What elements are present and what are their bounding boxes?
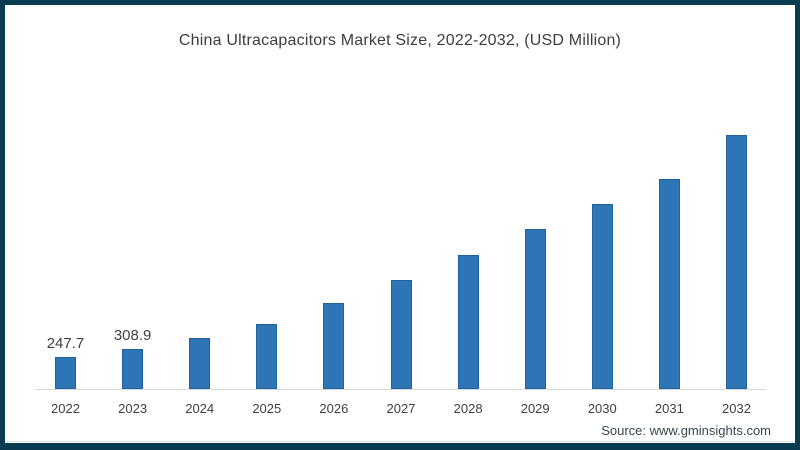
- bar-2031: [658, 179, 680, 389]
- bar-2030: [591, 204, 613, 389]
- footer-divider: [5, 441, 795, 442]
- x-tick-2028: 2028: [453, 401, 483, 416]
- bar-2026: [323, 303, 345, 389]
- bar-2023: [122, 349, 144, 389]
- x-tick-2026: 2026: [319, 401, 349, 416]
- data-label-2023: 308.9: [113, 327, 152, 344]
- x-tick-2022: 2022: [51, 401, 80, 416]
- bar-2024: [189, 338, 211, 389]
- bar-2028: [457, 255, 479, 389]
- source-credit: Source: www.gminsights.com: [601, 423, 771, 438]
- bar-2022: [55, 357, 76, 389]
- x-tick-2025: 2025: [252, 401, 282, 416]
- chart-title: China Ultracapacitors Market Size, 2022-…: [178, 32, 622, 49]
- x-tick-2023: 2023: [118, 401, 148, 416]
- bar-chart-plot: 247.7 2022 308.9 2023 2024 2025 2026 2027 2028 20…: [5, 5, 795, 443]
- bar-2025: [256, 324, 278, 389]
- x-tick-2024: 2024: [185, 401, 215, 416]
- x-tick-2029: 2029: [520, 401, 550, 416]
- bar-2032: [726, 135, 747, 389]
- x-tick-2027: 2027: [386, 401, 416, 416]
- x-tick-2030: 2030: [587, 401, 617, 416]
- x-tick-2031: 2031: [654, 401, 684, 416]
- bar-2029: [524, 229, 546, 389]
- data-label-2022: 247.7: [46, 335, 85, 352]
- x-axis-line: [35, 389, 766, 390]
- bar-2027: [390, 280, 412, 389]
- x-tick-2032: 2032: [722, 401, 751, 416]
